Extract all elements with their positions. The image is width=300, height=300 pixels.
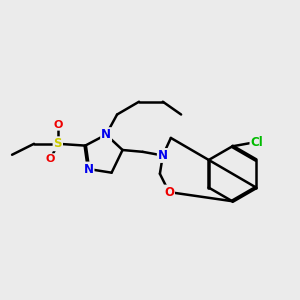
- Text: N: N: [83, 163, 94, 176]
- Text: O: O: [164, 186, 174, 199]
- Text: N: N: [158, 149, 168, 162]
- Text: O: O: [53, 120, 62, 130]
- Text: S: S: [54, 137, 62, 150]
- Text: Cl: Cl: [250, 136, 263, 149]
- Text: N: N: [101, 128, 111, 141]
- Text: O: O: [46, 154, 55, 164]
